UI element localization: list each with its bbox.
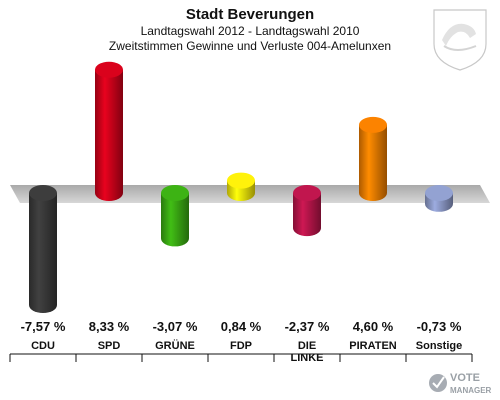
- value-labels: -7,57 % 8,33 % -3,07 % 0,84 % -2,37 % 4,60 % -…: [21, 319, 462, 334]
- logo-line-2: MANAGER: [450, 386, 492, 395]
- bar-top-cap: [425, 185, 453, 201]
- coat-of-arms-icon: [433, 9, 487, 71]
- value-label: 0,84 %: [221, 319, 262, 334]
- x-axis-ticks: [9, 354, 473, 362]
- category-label: SPD: [98, 340, 121, 352]
- bar-cdu: [29, 185, 57, 314]
- category-label: CDU: [31, 340, 55, 352]
- category-label: Sonstige: [416, 340, 462, 352]
- value-label: 4,60 %: [353, 319, 394, 334]
- category-label: FDP: [230, 340, 252, 352]
- bar-top-cap: [95, 61, 123, 78]
- bar-top-cap: [29, 185, 57, 201]
- bar-gr-ne: [161, 185, 189, 247]
- chart-title: Stadt Beverungen: [186, 6, 314, 23]
- bar-body: [29, 193, 57, 306]
- bar-fdp: [227, 172, 255, 201]
- bar-top-cap: [293, 185, 321, 201]
- ballot-check-icon: [429, 374, 447, 392]
- category-label: DIE: [298, 340, 316, 352]
- bar-die-linke: [293, 185, 321, 237]
- bar-body: [95, 69, 123, 193]
- bar-bottom-cap: [359, 185, 387, 201]
- chart-subtitle-2: Zweitstimmen Gewinne und Verluste 004-Am…: [109, 39, 391, 53]
- logo-line-1: VOTE: [450, 372, 480, 384]
- category-label: GRÜNE: [155, 339, 195, 352]
- bar-bottom-cap: [161, 230, 189, 247]
- bar-bottom-cap: [293, 220, 321, 237]
- value-label: 8,33 %: [89, 319, 130, 334]
- chart-subtitle-1: Landtagswahl 2012 - Landtagswahl 2010: [141, 24, 360, 38]
- value-label: -0,73 %: [417, 319, 462, 334]
- bar-sonstige: [425, 185, 453, 212]
- value-label: -3,07 %: [153, 319, 198, 334]
- bar-bottom-cap: [227, 185, 255, 201]
- bar-piraten: [359, 116, 387, 201]
- bar-series: [29, 61, 453, 314]
- bar-body: [359, 124, 387, 193]
- bar-spd: [95, 61, 123, 201]
- category-label: LINKE: [291, 352, 324, 364]
- category-label: PIRATEN: [349, 340, 397, 352]
- vote-manager-logo: VOTE MANAGER: [429, 372, 492, 395]
- bar-top-cap: [161, 185, 189, 201]
- bar-top-cap: [359, 116, 387, 133]
- bar-bottom-cap: [95, 185, 123, 201]
- bar-top-cap: [227, 172, 255, 189]
- value-label: -2,37 %: [285, 319, 330, 334]
- bar-bottom-cap: [29, 297, 57, 314]
- value-label: -7,57 %: [21, 319, 66, 334]
